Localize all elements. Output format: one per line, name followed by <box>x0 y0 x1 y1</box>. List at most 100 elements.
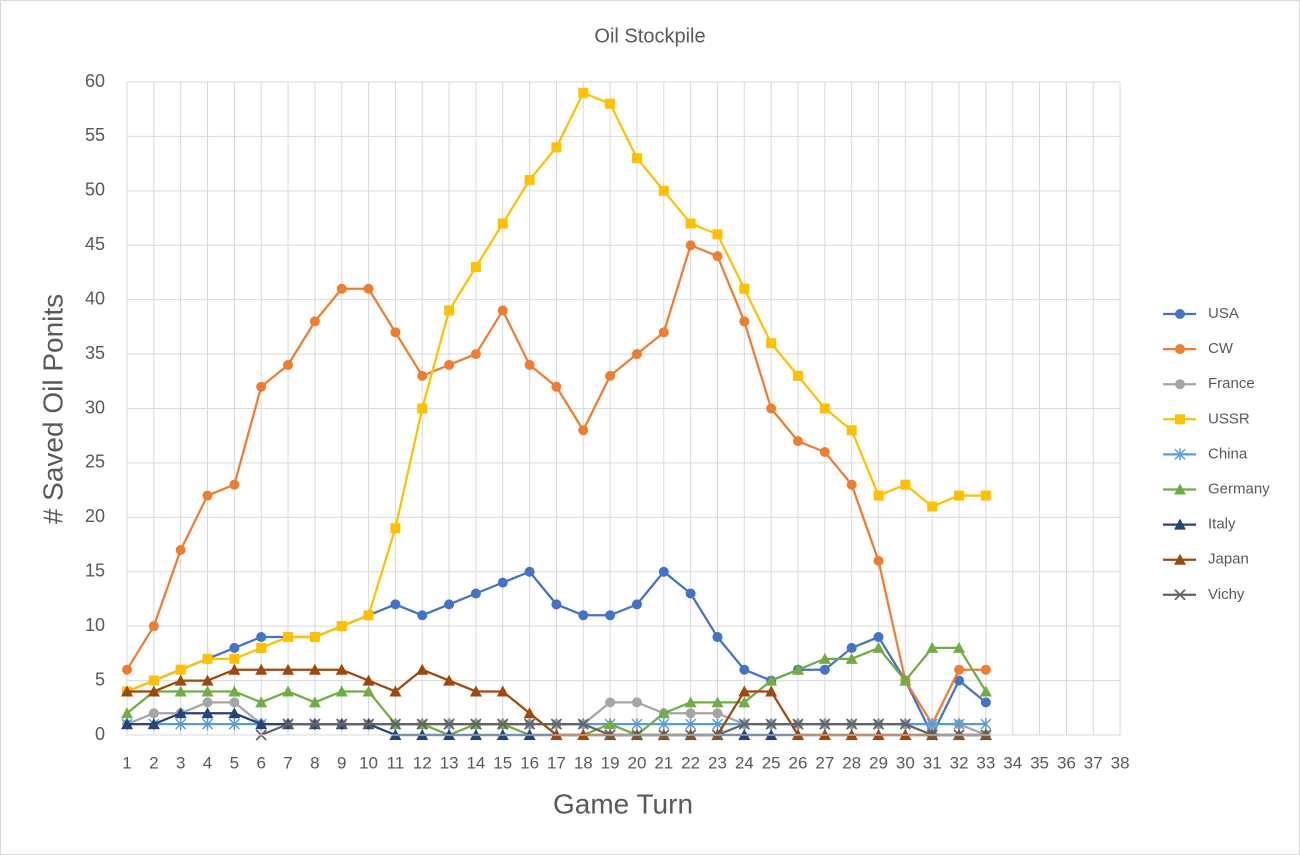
marker <box>336 621 347 632</box>
marker <box>604 718 617 730</box>
marker <box>497 218 508 229</box>
x-tick-label: 12 <box>413 753 432 772</box>
marker <box>363 610 374 621</box>
y-axis-label: # Saved Oil Ponits <box>37 294 68 524</box>
marker <box>1175 414 1185 425</box>
marker <box>765 718 777 730</box>
x-tick-label: 2 <box>149 753 158 772</box>
y-tick-label: 25 <box>85 452 105 472</box>
x-axis-label: Game Turn <box>553 788 693 819</box>
y-tick-label: 30 <box>85 397 105 417</box>
marker <box>523 707 536 719</box>
marker <box>819 718 831 730</box>
marker <box>443 674 456 686</box>
marker <box>1175 309 1185 319</box>
marker <box>739 283 750 294</box>
marker <box>148 621 159 632</box>
legend-label: USA <box>1208 305 1239 322</box>
marker <box>390 599 401 610</box>
marker <box>605 697 616 708</box>
marker <box>846 642 857 653</box>
x-tick-label: 17 <box>547 753 566 772</box>
x-tick-label: 3 <box>176 753 185 772</box>
marker <box>711 696 724 708</box>
marker <box>927 501 938 512</box>
marker <box>121 685 133 697</box>
x-tick-label: 5 <box>230 753 239 772</box>
marker <box>362 718 375 730</box>
marker <box>417 403 428 414</box>
marker <box>255 718 268 730</box>
marker <box>470 262 481 273</box>
marker <box>175 544 186 555</box>
marker <box>1174 518 1186 530</box>
x-tick-label: 34 <box>1003 753 1022 772</box>
x-tick-label: 4 <box>203 753 212 772</box>
marker <box>792 718 804 730</box>
marker <box>336 283 347 294</box>
legend-label: CW <box>1208 340 1234 357</box>
marker <box>765 685 778 697</box>
marker <box>497 577 508 588</box>
y-tick-label: 10 <box>85 615 105 635</box>
marker <box>256 642 267 653</box>
legend-label: China <box>1208 445 1248 462</box>
marker <box>122 664 132 675</box>
marker <box>174 707 187 719</box>
marker <box>738 696 751 708</box>
marker <box>416 718 428 730</box>
marker <box>524 174 535 185</box>
x-tick-label: 16 <box>520 753 539 772</box>
x-tick-label: 38 <box>1111 753 1130 772</box>
marker <box>980 490 991 501</box>
marker <box>444 305 455 316</box>
marker <box>444 359 455 370</box>
marker <box>389 718 402 730</box>
marker <box>1175 344 1185 355</box>
marker <box>309 632 320 643</box>
marker <box>255 696 268 708</box>
x-tick-label: 24 <box>735 753 754 772</box>
marker <box>148 675 159 686</box>
marker <box>229 653 240 664</box>
marker <box>953 641 966 653</box>
marker <box>980 718 992 731</box>
marker <box>469 685 482 697</box>
marker <box>1175 379 1185 390</box>
x-tick-label: 15 <box>493 753 512 772</box>
marker <box>712 251 723 262</box>
marker <box>712 229 723 240</box>
marker <box>121 707 133 719</box>
x-tick-label: 14 <box>466 753 485 772</box>
marker <box>818 652 831 664</box>
marker <box>657 707 670 719</box>
y-tick-label: 60 <box>85 71 105 91</box>
marker <box>819 403 830 414</box>
marker <box>953 718 965 731</box>
marker <box>926 718 938 731</box>
marker <box>283 632 294 643</box>
marker <box>524 566 535 577</box>
x-tick-label: 13 <box>440 753 459 772</box>
marker <box>766 338 777 349</box>
marker <box>899 718 911 730</box>
marker <box>819 664 830 675</box>
marker <box>685 708 696 719</box>
x-tick-label: 23 <box>708 753 727 772</box>
marker <box>766 403 777 414</box>
marker <box>658 185 669 196</box>
marker <box>631 153 642 164</box>
marker <box>873 632 884 643</box>
marker <box>793 436 803 447</box>
marker <box>873 490 884 501</box>
marker <box>175 664 186 675</box>
x-tick-label: 27 <box>815 753 834 772</box>
marker <box>954 675 965 686</box>
x-tick-label: 31 <box>923 753 942 772</box>
marker <box>228 663 241 675</box>
marker <box>685 218 696 229</box>
marker <box>201 707 214 719</box>
marker <box>389 685 402 697</box>
x-tick-label: 26 <box>789 753 808 772</box>
marker <box>470 588 481 599</box>
